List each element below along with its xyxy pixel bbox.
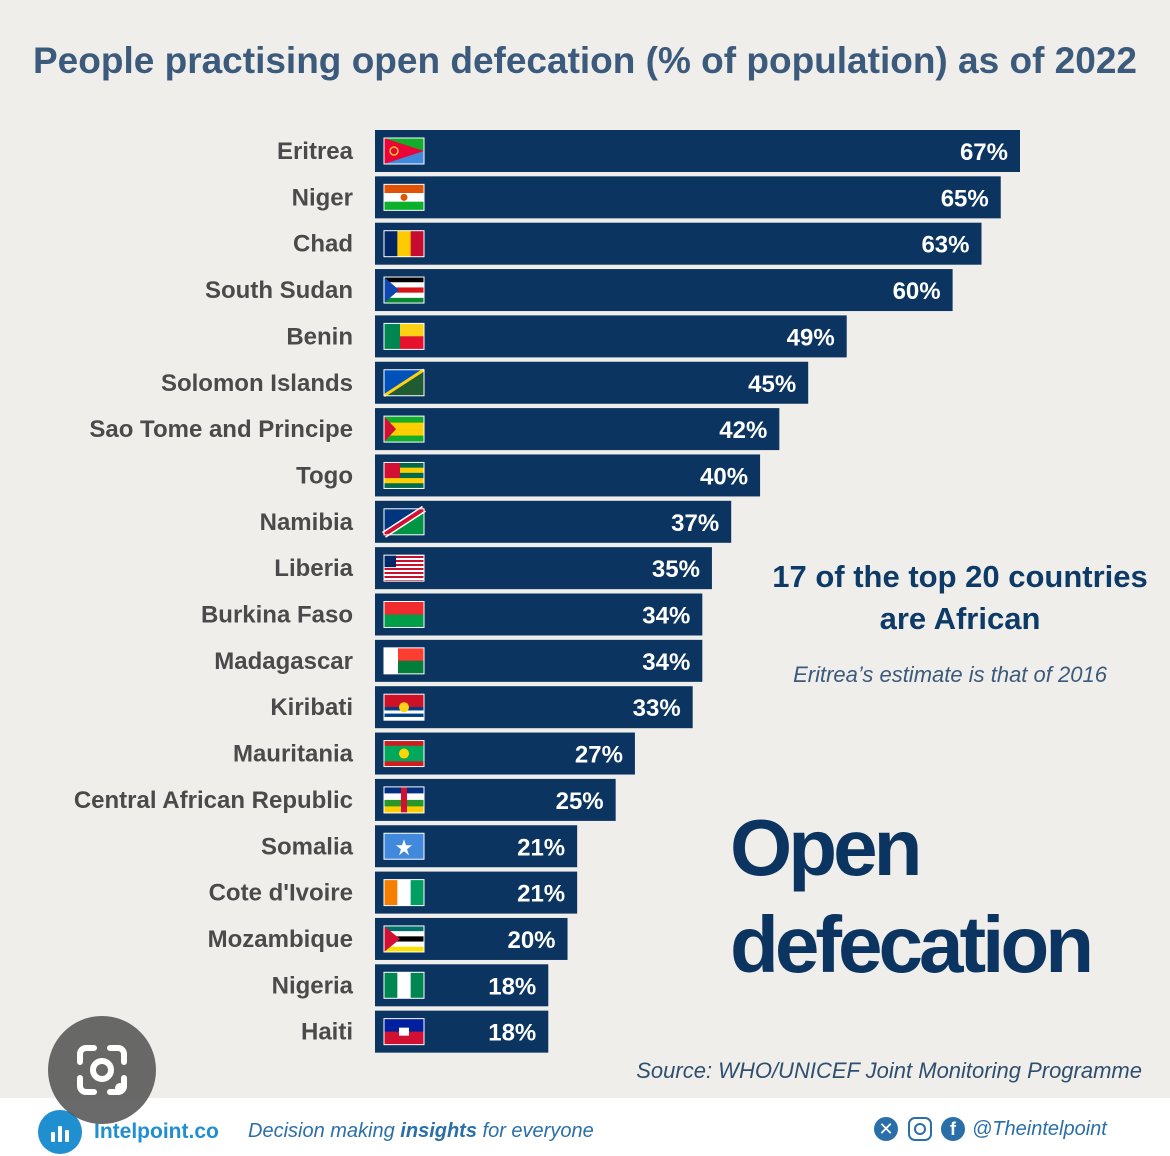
benin-flag-icon (383, 322, 425, 350)
chad-flag-icon (383, 230, 425, 258)
value-label: 42% (719, 417, 767, 444)
country-label: Burkina Faso (201, 602, 353, 629)
car-flag-icon (383, 786, 425, 814)
bar (375, 593, 703, 636)
bar (375, 269, 953, 312)
bar (375, 222, 982, 265)
country-label: Solomon Islands (161, 370, 353, 397)
bar (375, 639, 703, 682)
country-label: Nigeria (272, 972, 354, 999)
tagline-bold: insights (400, 1120, 477, 1142)
country-label: Central African Republic (74, 787, 353, 814)
bar (375, 361, 809, 404)
note-footnote: Eritrea’s estimate is that of 2016 (793, 662, 1107, 687)
solomon-islands-flag-icon (383, 368, 425, 398)
value-label: 63% (921, 232, 969, 259)
country-label: Mauritania (233, 741, 354, 768)
x-icon[interactable]: ✕ (874, 1117, 898, 1141)
value-label: 35% (652, 556, 700, 583)
madagascar-flag-icon (383, 647, 425, 675)
big-title-open: Open (730, 803, 922, 892)
country-label: Chad (293, 231, 353, 258)
footer-handle-link[interactable]: @Theintelpoint (972, 1118, 1107, 1140)
value-label: 34% (642, 603, 690, 630)
bar (375, 315, 847, 358)
country-label: Haiti (301, 1019, 353, 1046)
eritrea-flag-icon (383, 137, 425, 165)
value-label: 18% (488, 973, 536, 1000)
image-search-lens-button[interactable] (48, 1016, 156, 1124)
facebook-icon[interactable]: f (941, 1117, 965, 1141)
big-title-defecation: defecation (730, 900, 1094, 989)
value-label: 40% (700, 463, 748, 490)
namibia-flag-icon (382, 505, 426, 538)
burkina-faso-flag-icon (383, 601, 425, 628)
camera-icon (77, 1045, 127, 1095)
value-label: 60% (893, 278, 941, 305)
value-label: 18% (488, 1020, 536, 1047)
south-sudan-flag-icon (383, 276, 425, 304)
country-label: Sao Tome and Principe (89, 416, 353, 443)
bar (375, 454, 761, 497)
value-label: 67% (960, 139, 1008, 166)
bar (375, 408, 780, 451)
value-label: 21% (517, 834, 565, 861)
bar (375, 686, 693, 729)
haiti-flag-icon (383, 1018, 425, 1046)
footer: Intelpoint.co Decision making insights f… (0, 1098, 1170, 1156)
country-label: Namibia (260, 509, 354, 536)
value-label: 45% (748, 371, 796, 398)
chart-title: People practising open defecation (% of … (33, 40, 1137, 81)
country-label: Madagascar (214, 648, 353, 675)
niger-flag-icon (383, 183, 425, 211)
nigeria-flag-icon (383, 971, 425, 999)
bar-chart: Eritrea 67% Niger 65% Chad 63% South Sudan 60% B… (74, 130, 1020, 1053)
footer-tagline: Decision making insights for everyone (248, 1120, 594, 1143)
country-label: Kiribati (270, 694, 353, 721)
value-label: 27% (575, 742, 623, 769)
country-label: Eritrea (277, 138, 354, 165)
country-label: Cote d'Ivoire (209, 880, 353, 907)
value-label: 37% (671, 510, 719, 537)
value-label: 65% (941, 185, 989, 212)
togo-flag-icon (383, 461, 425, 489)
kiribati-flag-icon (383, 693, 425, 721)
value-label: 34% (642, 649, 690, 676)
sao-tome-flag-icon (383, 415, 425, 443)
bar (375, 176, 1001, 219)
value-label: 33% (633, 695, 681, 722)
bar (375, 130, 1020, 172)
country-label: Mozambique (208, 926, 353, 953)
country-label: Benin (286, 323, 353, 350)
value-label: 25% (556, 788, 604, 815)
bar (375, 500, 732, 543)
bar (375, 547, 712, 590)
country-label: South Sudan (205, 277, 353, 304)
cote-divoire-flag-icon (383, 879, 425, 907)
source-note: Source: WHO/UNICEF Joint Monitoring Prog… (636, 1058, 1142, 1083)
country-label: Liberia (274, 555, 353, 582)
intelpoint-logo-icon[interactable] (38, 1110, 82, 1154)
instagram-icon[interactable] (908, 1117, 932, 1141)
footer-brand-link[interactable]: Intelpoint.co (94, 1120, 219, 1143)
tagline-pre: Decision making (248, 1120, 401, 1142)
country-label: Togo (296, 462, 353, 489)
liberia-flag-icon (383, 554, 425, 582)
value-label: 20% (507, 927, 555, 954)
country-label: Niger (292, 184, 353, 211)
country-label: Somalia (261, 833, 354, 860)
mauritania-flag-icon (383, 740, 425, 768)
somalia-flag-icon (383, 832, 425, 860)
note-heading: 17 of the top 20 countries are African (772, 559, 1148, 636)
mozambique-flag-icon (383, 925, 425, 953)
value-label: 49% (787, 324, 835, 351)
tagline-post: for everyone (476, 1120, 594, 1142)
value-label: 21% (517, 881, 565, 908)
